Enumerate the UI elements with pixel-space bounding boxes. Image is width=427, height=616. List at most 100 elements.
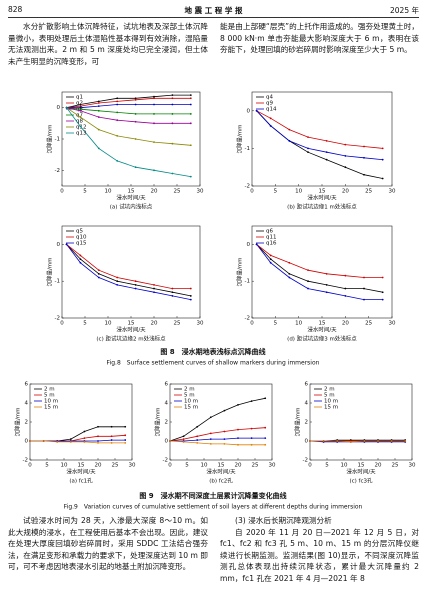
data-point [381,158,384,161]
x-tick-label: 5 [185,463,189,469]
series-line [256,244,383,278]
data-point [381,291,384,294]
x-tick-label: 10 [295,321,302,327]
data-point [153,141,155,144]
data-point [153,113,155,115]
y-tick-label: 0 [165,439,169,445]
x-tick-label: 30 [389,189,396,195]
x-tick-label: 25 [365,189,372,195]
data-point [209,416,212,419]
series-line [66,107,191,177]
panel-caption: (a) fc1孔 [69,477,93,485]
legend-label: 5 m [184,393,195,399]
y-axis-label: 沉降量/mm [294,407,302,436]
data-point [237,443,239,446]
y-axis-label: 沉降量/mm [14,407,22,436]
panel-caption: (a) 试坑内浅标点 [110,203,153,211]
legend-label: q16 [266,241,277,247]
series-line [66,244,191,297]
data-point [381,177,384,180]
data-point [325,139,328,142]
data-point [153,95,155,98]
data-point [116,111,119,114]
header-rule [8,17,419,18]
data-point [134,287,137,290]
data-point [97,442,99,444]
data-point [363,287,365,290]
legend-label: 10 m [184,399,198,405]
data-point [116,276,119,279]
data-point [250,400,253,402]
y-tick-label: 0 [305,439,309,445]
data-point [336,440,339,442]
y-tick-label: 0 [247,108,251,114]
legend-label: q4 [266,95,273,101]
data-point [171,122,174,125]
data-point [97,269,100,272]
x-tick-label: 5 [83,189,87,195]
data-point [269,254,272,257]
data-point [171,97,174,100]
data-point [209,432,212,435]
data-point [264,426,267,429]
x-axis-label: 浸水时间/天 [116,194,146,202]
data-point [116,280,119,283]
data-point [196,435,199,438]
data-point [171,103,174,106]
data-point [97,105,100,107]
x-axis-label: 浸水时间/天 [66,468,96,476]
legend-label: 15 m [324,405,338,411]
series-line [256,244,383,300]
series-line [30,426,126,442]
series-line [169,397,266,442]
data-point [363,156,365,159]
data-point [134,97,137,100]
x-axis-label: 浸水时间/天 [346,468,376,476]
data-point [65,106,68,109]
legend-label: 2 m [44,387,55,393]
y-tick-label: 2 [305,420,309,426]
y-tick-label: -2 [23,458,28,464]
figure-caption: 图 9 浸水期不同深度土层累计沉降量变化曲线 [139,491,286,500]
data-point [307,269,309,272]
data-point [182,438,185,440]
data-point [237,437,239,440]
y-tick-label: 2 [165,420,169,426]
x-tick-label: 10 [341,463,348,469]
x-tick-label: 20 [151,189,158,195]
data-point [134,103,137,106]
data-point [169,440,171,442]
legend-label: 2 m [184,387,195,393]
data-point [97,440,99,442]
series-line [66,244,191,289]
legend-label: q15 [76,241,87,247]
data-point [307,151,309,154]
y-tick-label: 4 [165,401,169,407]
data-point [309,440,311,442]
data-point [189,94,192,97]
data-point [189,122,192,125]
series-line [66,97,191,109]
data-point [255,243,258,246]
legend-label: 2 m [324,387,335,393]
data-point [182,435,185,438]
y-tick-label: -2 [245,184,250,190]
data-point [153,97,155,100]
data-point [322,440,325,442]
data-point [116,119,119,122]
journal-name: 地 震 工 程 学 报 [184,6,243,15]
data-point [124,442,127,444]
legend-label: 15 m [44,405,58,411]
data-point [255,109,258,112]
data-point [97,276,100,279]
data-point [116,100,119,103]
data-point [171,113,174,115]
x-tick-label: 25 [174,189,181,195]
year: 2025 年 [390,6,419,15]
data-point [97,116,100,118]
data-point [349,441,352,443]
data-point [250,427,253,430]
x-tick-label: 15 [319,321,326,327]
